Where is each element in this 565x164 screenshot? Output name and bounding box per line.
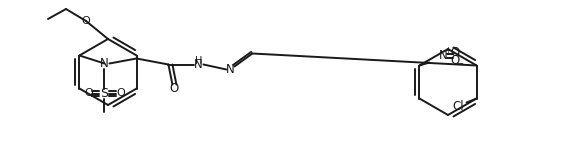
Text: O: O: [451, 54, 460, 67]
Text: S: S: [101, 87, 108, 100]
Text: O: O: [116, 89, 125, 99]
Text: Cl: Cl: [453, 100, 464, 113]
Text: N: N: [100, 57, 109, 70]
Text: N: N: [226, 63, 235, 76]
Text: O: O: [451, 46, 460, 59]
Text: −: −: [457, 59, 464, 69]
Text: N: N: [439, 49, 448, 62]
Text: O: O: [81, 16, 90, 26]
Text: O: O: [84, 89, 93, 99]
Text: N: N: [194, 58, 203, 71]
Text: +: +: [444, 46, 451, 55]
Text: O: O: [170, 82, 179, 95]
Text: H: H: [195, 55, 202, 65]
